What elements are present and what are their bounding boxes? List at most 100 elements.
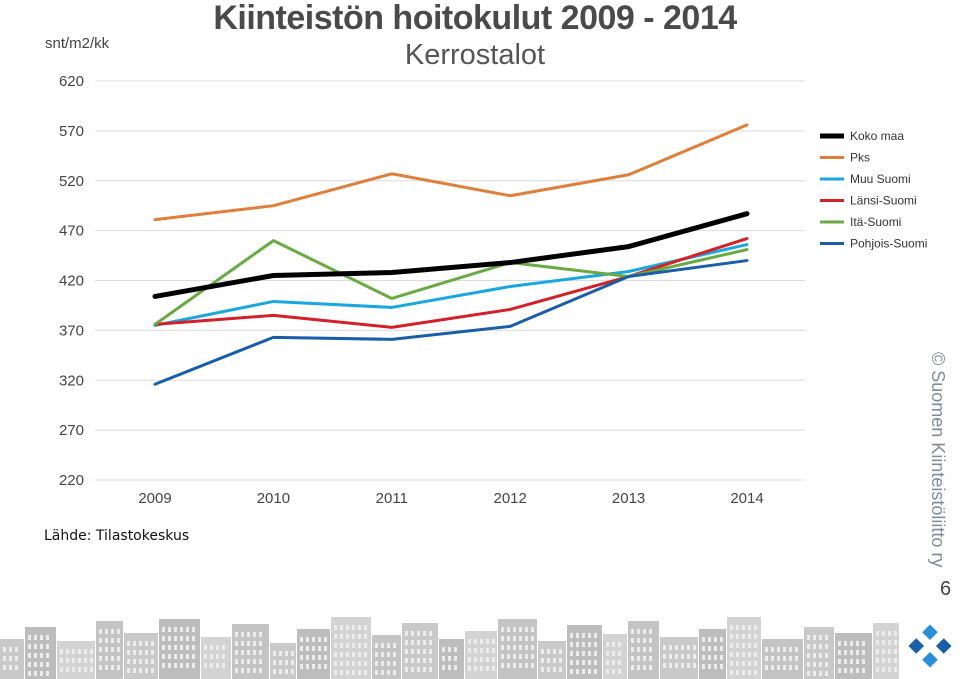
building-window — [235, 650, 238, 655]
building-window — [570, 642, 573, 647]
y-axis-ticks: 220 270 320 370 420 470 520 570 620 — [59, 73, 84, 489]
building-window — [525, 627, 528, 632]
building-window — [28, 635, 31, 640]
building-window — [876, 640, 879, 645]
building-window — [318, 637, 321, 642]
building-window — [714, 664, 717, 669]
building-window — [127, 668, 130, 673]
building-window — [888, 640, 891, 645]
building-window — [127, 641, 130, 646]
building-window — [594, 642, 597, 647]
building-window — [856, 650, 859, 655]
building-window — [742, 652, 745, 657]
building-window — [474, 639, 477, 644]
building-window — [417, 631, 420, 636]
building-window — [531, 654, 534, 659]
building-window — [850, 641, 853, 646]
building-window — [748, 625, 751, 630]
building-window — [334, 634, 337, 639]
building-window — [454, 647, 457, 652]
building-window — [279, 669, 282, 674]
building-window — [856, 659, 859, 664]
building-window — [612, 660, 615, 665]
building-window — [28, 671, 31, 676]
building-window — [364, 643, 367, 648]
building-window — [507, 636, 510, 641]
building-window — [531, 636, 534, 641]
building-window — [486, 639, 489, 644]
building-window — [168, 645, 171, 650]
x-tick-label: 2013 — [612, 490, 645, 507]
building-window — [570, 660, 573, 665]
building-window — [423, 631, 426, 636]
building-window — [838, 668, 841, 673]
building-window — [300, 655, 303, 660]
building-window — [306, 646, 309, 651]
building-window — [312, 637, 315, 642]
legend-label: Länsi-Suomi — [850, 194, 917, 208]
building-window — [387, 661, 390, 666]
building-window — [795, 665, 798, 670]
building-window — [34, 671, 37, 676]
city-skyline-decoration — [0, 617, 899, 679]
building-window — [702, 664, 705, 669]
building-window — [519, 654, 522, 659]
building-window — [417, 667, 420, 672]
building-window — [300, 646, 303, 651]
building-window — [46, 671, 49, 676]
logo-diamond — [922, 651, 938, 668]
building-window — [736, 625, 739, 630]
building-window — [253, 650, 256, 655]
building-window — [882, 658, 885, 663]
building-window — [180, 645, 183, 650]
building-window — [133, 641, 136, 646]
building-window — [46, 653, 49, 658]
x-tick-label: 2012 — [494, 490, 527, 507]
building-window — [594, 669, 597, 674]
building-window — [468, 666, 471, 671]
x-tick-label: 2010 — [257, 490, 290, 507]
building-window — [594, 633, 597, 638]
building-window — [819, 635, 822, 640]
building-window — [306, 664, 309, 669]
building-window — [730, 634, 733, 639]
building-window — [405, 667, 408, 672]
building-window — [300, 664, 303, 669]
building-window — [387, 670, 390, 675]
building-window — [84, 649, 87, 654]
building-window — [669, 645, 672, 650]
legend-label: Koko maa — [850, 129, 904, 143]
building-window — [501, 654, 504, 659]
building-window — [358, 661, 361, 666]
building-window — [247, 650, 250, 655]
building-window — [204, 663, 207, 668]
building-window — [486, 666, 489, 671]
building-window — [235, 632, 238, 637]
building-window — [241, 668, 244, 673]
building-window — [675, 663, 678, 668]
building — [297, 629, 330, 679]
building-window — [90, 667, 93, 672]
building-window — [324, 664, 327, 669]
building-window — [28, 644, 31, 649]
building-window — [588, 651, 591, 656]
building-window — [352, 625, 355, 630]
building-window — [582, 660, 585, 665]
building-window — [364, 670, 367, 675]
building-window — [162, 636, 165, 641]
building-window — [105, 638, 108, 643]
building-window — [66, 658, 69, 663]
building-window — [346, 661, 349, 666]
building-window — [525, 654, 528, 659]
building-window — [637, 647, 640, 652]
building-window — [117, 638, 120, 643]
building-window — [216, 645, 219, 650]
building-window — [186, 636, 189, 641]
building-window — [675, 645, 678, 650]
building-window — [507, 645, 510, 650]
building-window — [736, 652, 739, 657]
building-window — [46, 644, 49, 649]
building-window — [340, 661, 343, 666]
building-window — [222, 663, 225, 668]
building-window — [618, 660, 621, 665]
